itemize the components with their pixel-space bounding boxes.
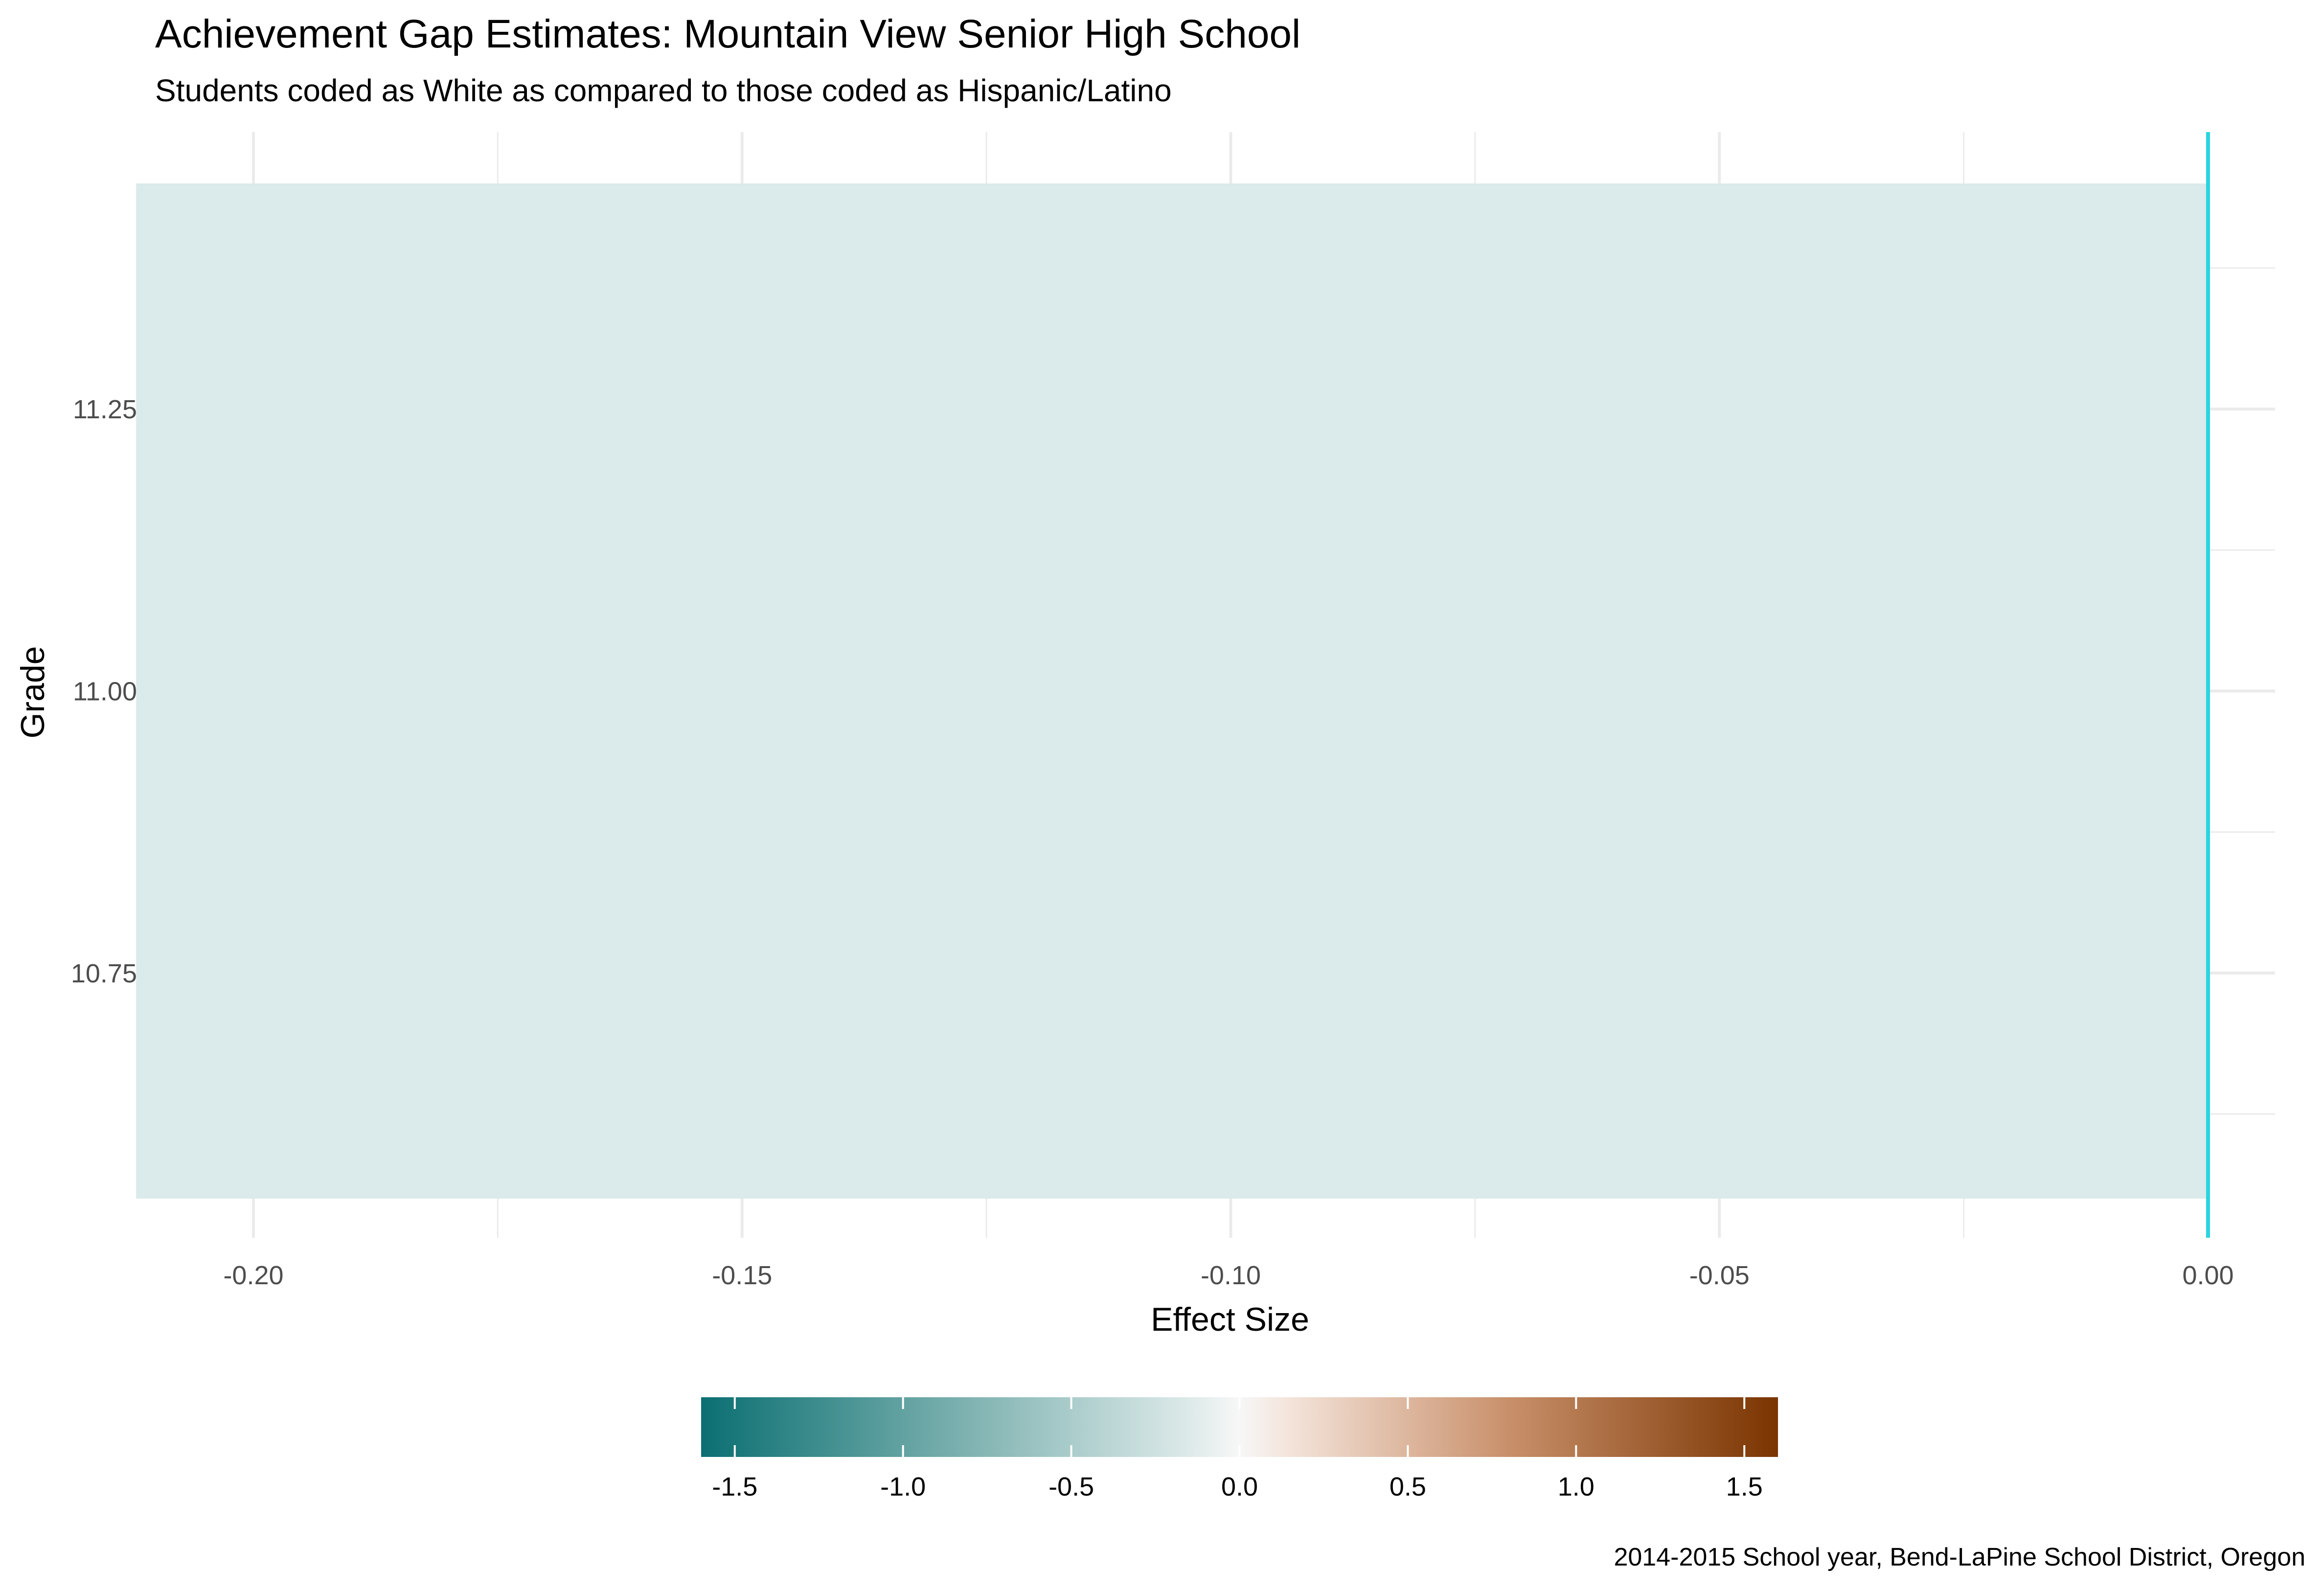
bar-grade-11 <box>136 183 2209 1199</box>
colorbar-legend: -1.5 -1.0 -0.5 0.0 0.5 1.0 1.5 <box>701 1397 1778 1501</box>
bars <box>136 183 2209 1199</box>
colorbar-tick-label: 1.5 <box>1726 1472 1763 1501</box>
y-axis-title: Grade <box>14 646 51 739</box>
x-tick-label: -0.05 <box>1689 1261 1750 1290</box>
x-tick-label: -0.10 <box>1201 1261 1261 1290</box>
x-tick-label: 0.00 <box>2182 1261 2233 1290</box>
x-tick-label: -0.15 <box>712 1261 772 1290</box>
chart-caption: 2014-2015 School year, Bend-LaPine Schoo… <box>1614 1543 2305 1571</box>
colorbar-tick-label: 0.0 <box>1221 1472 1258 1501</box>
x-tick-label: -0.20 <box>223 1261 283 1290</box>
y-tick-label: 11.00 <box>73 677 137 706</box>
chart-title: Achievement Gap Estimates: Mountain View… <box>155 12 1300 56</box>
colorbar-tick-label: -0.5 <box>1048 1472 1094 1501</box>
colorbar-tick-label: -1.5 <box>712 1472 757 1501</box>
y-tick-labels: 10.75 11.00 11.25 <box>71 395 137 988</box>
colorbar-tick-label: 0.5 <box>1390 1472 1426 1501</box>
colorbar-tick-label: 1.0 <box>1558 1472 1595 1501</box>
y-tick-label: 11.25 <box>73 395 137 424</box>
x-tick-labels: -0.20 -0.15 -0.10 -0.05 0.00 <box>223 1261 2233 1290</box>
y-tick-label: 10.75 <box>71 959 137 988</box>
chart-subtitle: Students coded as White as compared to t… <box>155 73 1172 108</box>
colorbar-tick-label: -1.0 <box>880 1472 926 1501</box>
x-axis-title: Effect Size <box>1151 1301 1309 1338</box>
